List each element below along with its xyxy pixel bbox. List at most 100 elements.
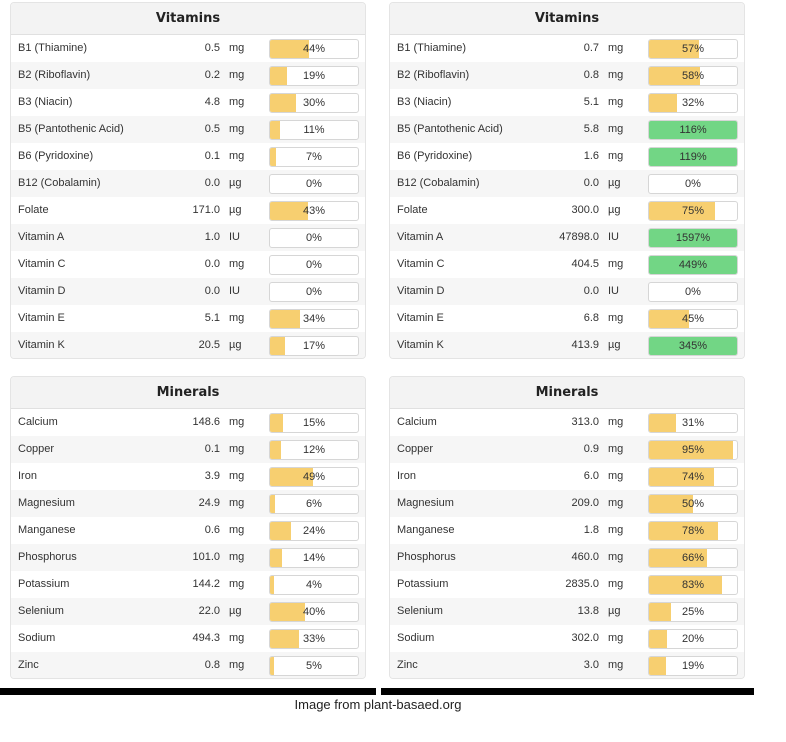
- nutrient-row: B1 (Thiamine) 0.7 mg 57%: [390, 35, 744, 62]
- nutrient-unit: mg: [229, 69, 245, 81]
- nutrient-row: B6 (Pyridoxine) 1.6 mg 119%: [390, 143, 744, 170]
- nutrient-amount: 0.5: [204, 42, 220, 54]
- percent-label: 5%: [306, 660, 322, 672]
- nutrient-amount: 0.0: [204, 177, 220, 189]
- nutrient-name: Calcium: [397, 416, 437, 428]
- nutrient-row: Calcium 313.0 mg 31%: [390, 409, 744, 436]
- nutrient-name: Copper: [18, 443, 55, 455]
- nutrient-list: B1 (Thiamine) 0.5 mg 44% B2 (Riboflavin) 0.2 m…: [11, 35, 365, 358]
- nutrient-amount: 5.1: [583, 96, 599, 108]
- percent-label: 119%: [679, 151, 707, 163]
- nutrient-name: Calcium: [18, 416, 58, 428]
- nutrient-row: Folate 171.0 µg 43%: [11, 197, 365, 224]
- percent-label: 20%: [681, 633, 705, 645]
- percent-bar-fill: [270, 148, 277, 166]
- percent-bar-fill: [649, 229, 737, 247]
- percent-bar: 43%: [269, 201, 359, 221]
- nutrient-amount: 4.8: [204, 96, 220, 108]
- percent-bar-fill: [270, 495, 276, 513]
- nutrient-amount: 101.0: [192, 551, 220, 563]
- percent-label: 32%: [681, 97, 705, 109]
- nutrient-row: Sodium 302.0 mg 20%: [390, 625, 744, 652]
- nutrient-name: Phosphorus: [18, 551, 77, 563]
- percent-bar: 95%: [648, 440, 738, 460]
- percent-label: 49%: [302, 471, 326, 483]
- percent-label: 43%: [302, 205, 326, 217]
- percent-bar: 75%: [648, 201, 738, 221]
- nutrient-row: Potassium 144.2 mg 4%: [11, 571, 365, 598]
- percent-label: 0%: [685, 178, 701, 190]
- percent-label: 50%: [681, 498, 705, 510]
- percent-label: 4%: [306, 579, 322, 591]
- nutrient-unit: mg: [229, 123, 245, 135]
- percent-label: 6%: [306, 498, 322, 510]
- nutrient-row: Vitamin E 5.1 mg 34%: [11, 305, 365, 332]
- nutrient-amount: 404.5: [571, 258, 599, 270]
- percent-bar: 19%: [648, 656, 738, 676]
- nutrient-unit: IU: [608, 285, 619, 297]
- percent-label: 1597%: [675, 232, 711, 244]
- percent-bar-fill: [649, 202, 715, 220]
- percent-bar-fill: [270, 121, 280, 139]
- nutrient-amount: 313.0: [571, 416, 599, 428]
- nutrient-amount: 1.6: [583, 150, 599, 162]
- percent-bar: 0%: [269, 282, 359, 302]
- percent-bar: 25%: [648, 602, 738, 622]
- percent-bar: 31%: [648, 413, 738, 433]
- nutrient-unit: mg: [608, 258, 624, 270]
- nutrient-list: Calcium 313.0 mg 31% Copper 0.9 mg 95% Iron 6.0 mg…: [390, 409, 744, 678]
- percent-bar: 30%: [269, 93, 359, 113]
- percent-bar: 14%: [269, 548, 359, 568]
- nutrient-row: B6 (Pyridoxine) 0.1 mg 7%: [11, 143, 365, 170]
- percent-bar-fill: [270, 522, 292, 540]
- nutrient-row: Copper 0.1 mg 12%: [11, 436, 365, 463]
- percent-bar: 44%: [269, 39, 359, 59]
- percent-bar: 57%: [648, 39, 738, 59]
- panel-title: Minerals: [390, 377, 744, 409]
- nutrient-name: Selenium: [397, 605, 443, 617]
- divider-bar-left: [0, 688, 376, 695]
- nutrient-row: Vitamin K 20.5 µg 17%: [11, 332, 365, 358]
- percent-label: 45%: [681, 313, 705, 325]
- nutrient-name: Vitamin K: [18, 339, 65, 351]
- nutrient-amount: 460.0: [571, 551, 599, 563]
- panel-title: Vitamins: [390, 3, 744, 35]
- nutrient-amount: 0.1: [204, 150, 220, 162]
- nutrient-amount: 0.8: [204, 659, 220, 671]
- percent-bar-fill: [270, 414, 284, 432]
- nutrient-unit: µg: [229, 204, 242, 216]
- nutrient-name: Sodium: [18, 632, 56, 644]
- nutrient-row: Magnesium 209.0 mg 50%: [390, 490, 744, 517]
- nutrient-unit: mg: [608, 96, 624, 108]
- nutrient-unit: µg: [229, 605, 242, 617]
- nutrient-unit: µg: [608, 204, 621, 216]
- percent-bar: 17%: [269, 336, 359, 356]
- percent-bar-fill: [649, 40, 700, 58]
- percent-bar-fill: [270, 549, 283, 567]
- nutrient-amount: 3.9: [204, 470, 220, 482]
- nutrient-amount: 22.0: [198, 605, 220, 617]
- nutrient-name: Vitamin K: [397, 339, 444, 351]
- percent-bar: 78%: [648, 521, 738, 541]
- percent-bar-fill: [270, 94, 297, 112]
- nutrient-row: B3 (Niacin) 4.8 mg 30%: [11, 89, 365, 116]
- percent-label: 14%: [302, 552, 326, 564]
- nutrient-amount: 20.5: [198, 339, 220, 351]
- percent-bar-fill: [270, 441, 281, 459]
- nutrient-name: Sodium: [397, 632, 435, 644]
- percent-label: 40%: [302, 606, 326, 618]
- nutrient-row: Calcium 148.6 mg 15%: [11, 409, 365, 436]
- percent-label: 83%: [681, 579, 705, 591]
- nutrient-unit: mg: [229, 42, 245, 54]
- percent-label: 19%: [302, 70, 326, 82]
- percent-label: 12%: [302, 444, 326, 456]
- nutrient-unit: mg: [608, 632, 624, 644]
- nutrient-amount: 5.1: [204, 312, 220, 324]
- percent-bar: 20%: [648, 629, 738, 649]
- nutrient-unit: mg: [608, 69, 624, 81]
- nutrient-row: B3 (Niacin) 5.1 mg 32%: [390, 89, 744, 116]
- nutrient-row: Potassium 2835.0 mg 83%: [390, 571, 744, 598]
- nutrient-name: Iron: [18, 470, 37, 482]
- nutrient-name: B1 (Thiamine): [18, 42, 88, 54]
- nutrient-list: B1 (Thiamine) 0.7 mg 57% B2 (Riboflavin) 0.8 m…: [390, 35, 744, 358]
